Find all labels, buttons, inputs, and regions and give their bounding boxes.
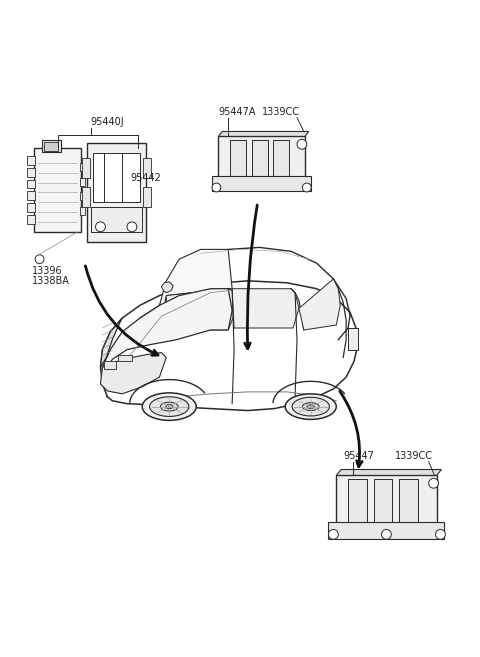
Polygon shape [100,318,122,367]
Bar [82,187,90,207]
Ellipse shape [142,393,196,420]
Polygon shape [336,470,442,476]
Circle shape [297,139,307,149]
Bar [230,141,246,177]
Bar [218,137,305,183]
Bar [27,168,35,177]
Bar [27,215,35,224]
Text: 1338BA: 1338BA [32,276,70,286]
Circle shape [35,255,44,263]
Bar [252,141,267,177]
Circle shape [127,222,137,232]
Ellipse shape [302,403,319,411]
Bar [27,156,35,165]
Bar [328,522,444,539]
Ellipse shape [307,405,314,409]
Text: 95442: 95442 [130,173,161,183]
Polygon shape [100,353,166,394]
Bar [82,158,90,177]
Ellipse shape [150,397,189,417]
Bar [143,187,151,207]
Circle shape [382,530,391,539]
Bar [27,191,35,200]
Bar [399,480,418,524]
Bar [87,143,145,242]
Polygon shape [218,131,309,137]
Ellipse shape [292,397,329,416]
Circle shape [429,478,439,488]
Bar [93,153,140,202]
Bar [80,193,85,200]
Bar [143,158,151,177]
Circle shape [302,183,311,192]
Bar [104,361,116,369]
Polygon shape [299,279,340,330]
Polygon shape [161,282,173,292]
Text: 1339CC: 1339CC [395,451,433,461]
Bar [213,175,311,191]
Bar [45,143,58,151]
Bar [91,207,142,232]
Text: 13396: 13396 [32,266,62,276]
Bar [118,355,132,361]
Bar [373,480,392,524]
Bar [274,141,289,177]
Circle shape [328,530,338,539]
Circle shape [212,183,221,192]
Ellipse shape [285,394,336,419]
Text: 95447A: 95447A [218,107,256,117]
Bar [80,207,85,215]
Bar [27,203,35,212]
Bar [336,476,436,530]
Ellipse shape [166,405,173,409]
Polygon shape [232,288,299,328]
Circle shape [435,530,445,539]
Bar [348,480,367,524]
Text: 95447: 95447 [343,451,374,461]
Bar [348,328,358,350]
Text: 1339CC: 1339CC [262,107,300,117]
Bar [80,177,85,185]
Bar [27,179,35,189]
Polygon shape [102,288,232,374]
Polygon shape [159,250,232,330]
Bar [41,141,61,152]
Ellipse shape [160,402,178,411]
Circle shape [96,222,106,232]
Bar [34,148,81,232]
Text: 95440J: 95440J [91,117,124,127]
Polygon shape [166,288,236,330]
Bar [80,163,85,171]
